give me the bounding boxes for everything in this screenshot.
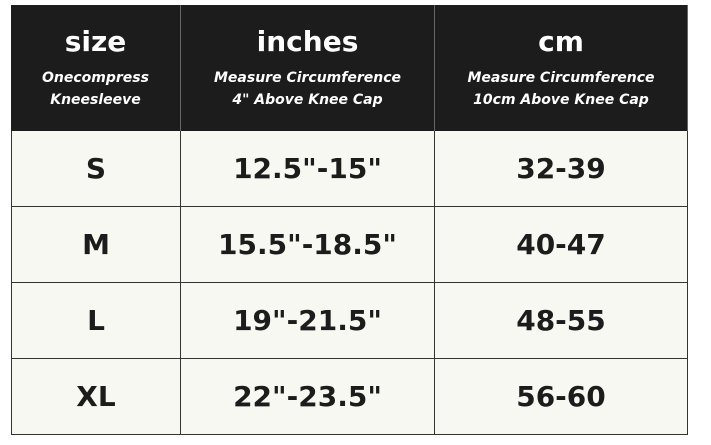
- page: size Onecompress Kneesleeve inches Measure C…: [11, 5, 688, 435]
- table-cell: 15.5"-18.5": [181, 207, 435, 283]
- subtitle-line: Measure Circumference: [467, 70, 655, 86]
- subtitle-line: Kneesleeve: [50, 92, 141, 108]
- header-subtitle: Measure Circumference 4" Above Knee Cap: [181, 67, 434, 111]
- header-cell: cm Measure Circumference 10cm Above Knee C…: [435, 5, 688, 131]
- table-cell: XL: [11, 359, 181, 435]
- table-cell: 32-39: [435, 131, 688, 207]
- table-cell: 48-55: [435, 283, 688, 359]
- subtitle-line: Measure Circumference: [213, 70, 402, 86]
- table-cell: 40-47: [435, 207, 688, 283]
- table-cell: 12.5"-15": [181, 131, 435, 207]
- table-cell: 56-60: [435, 359, 688, 435]
- header-cell: inches Measure Circumference 4" Above Knee…: [181, 5, 435, 131]
- subtitle-line: 4" Above Knee Cap: [232, 92, 383, 108]
- subtitle-line: 10cm Above Knee Cap: [473, 92, 649, 108]
- header-title: inches: [256, 25, 359, 58]
- subtitle-line: Onecompress: [42, 70, 149, 86]
- header-subtitle: Onecompress Kneesleeve: [11, 67, 180, 111]
- table-cell: S: [11, 131, 181, 207]
- table-cell: 22"-23.5": [181, 359, 435, 435]
- table-cell: 19"-21.5": [181, 283, 435, 359]
- header-title: cm: [538, 25, 584, 58]
- table-cell: L: [11, 283, 181, 359]
- header-subtitle: Measure Circumference 10cm Above Knee Cap: [435, 67, 687, 111]
- header-title: size: [64, 25, 127, 58]
- table-cell: M: [11, 207, 181, 283]
- header-cell: size Onecompress Kneesleeve: [11, 5, 181, 131]
- size-table: size Onecompress Kneesleeve inches Measure C…: [11, 5, 688, 445]
